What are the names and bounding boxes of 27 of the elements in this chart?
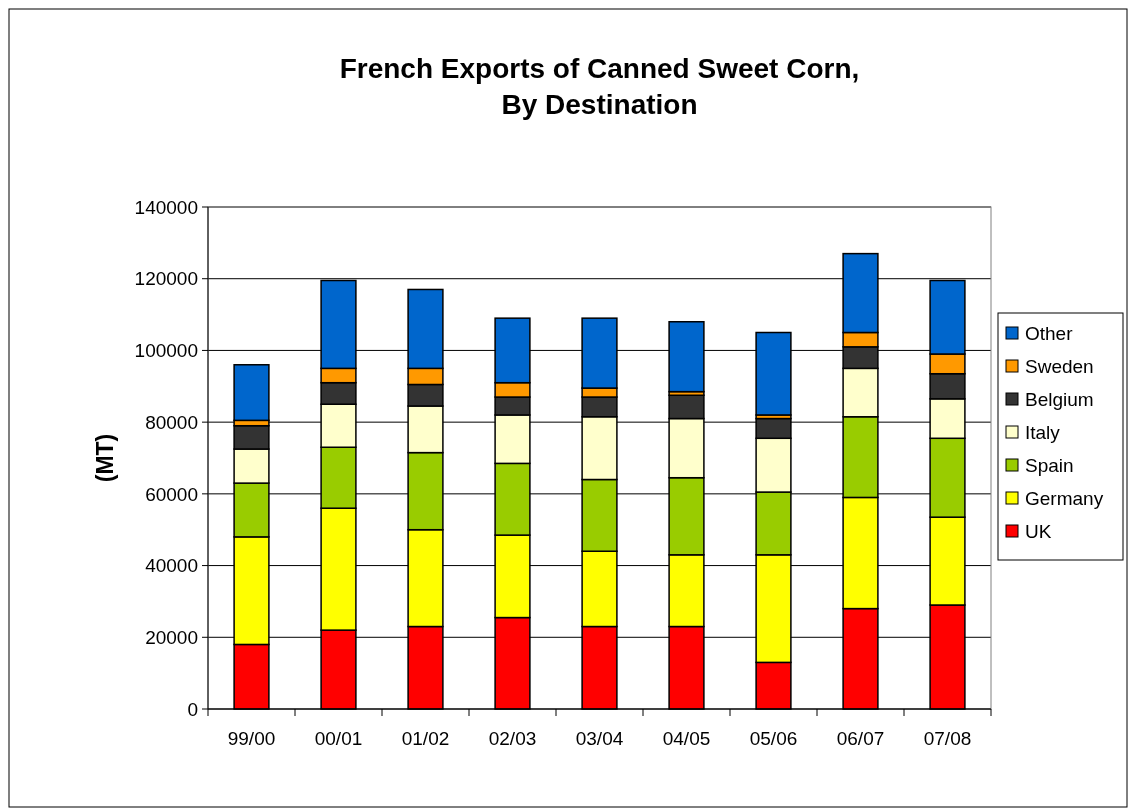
y-tick-label: 20000 xyxy=(145,626,198,648)
y-tick-label: 40000 xyxy=(145,555,198,577)
x-tick-label: 05/06 xyxy=(749,728,798,749)
y-tick-label: 80000 xyxy=(145,411,198,433)
x-tick-label: 03/04 xyxy=(575,728,624,749)
y-axis-title: (MT) xyxy=(92,433,118,483)
legend-label: Italy xyxy=(1025,421,1061,443)
legend-label: Other xyxy=(1025,322,1074,344)
legend-label: Germany xyxy=(1025,487,1104,509)
x-tick-label: 01/02 xyxy=(401,728,450,749)
y-tick-label: 100000 xyxy=(134,340,198,362)
x-tick-label: 07/08 xyxy=(923,728,972,749)
x-tick-label: 04/05 xyxy=(662,728,711,749)
legend-label: Sweden xyxy=(1025,355,1094,377)
y-tick-label: 120000 xyxy=(134,268,198,290)
y-tick-label: 140000 xyxy=(134,196,198,218)
y-tick-label: 0 xyxy=(187,698,198,720)
x-tick-label: 00/01 xyxy=(314,728,363,749)
x-tick-label: 06/07 xyxy=(836,728,885,749)
chart-title: French Exports of Canned Sweet Corn, By Destination xyxy=(339,53,860,120)
x-tick-label: 99/00 xyxy=(227,728,276,749)
bar xyxy=(233,364,270,422)
y-tick-label: 60000 xyxy=(145,483,198,505)
legend-label: Belgium xyxy=(1025,388,1094,410)
x-tick-label: 02/03 xyxy=(488,728,537,749)
legend-label: Spain xyxy=(1025,454,1074,476)
legend-label: UK xyxy=(1025,520,1052,542)
